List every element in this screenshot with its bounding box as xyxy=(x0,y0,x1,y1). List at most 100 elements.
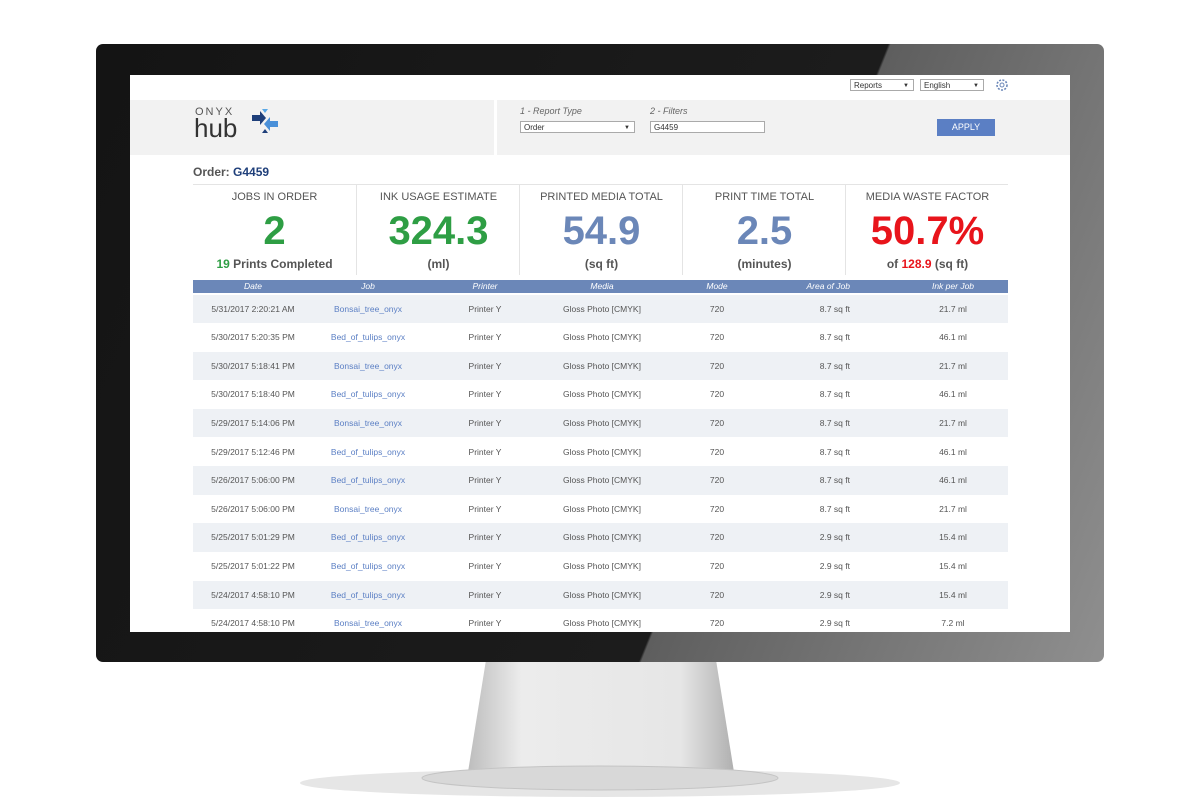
stat-label: INK USAGE ESTIMATE xyxy=(379,191,498,203)
stat-sub-part: (ml) xyxy=(427,257,450,271)
job-link[interactable]: Bed_of_tulips_onyx xyxy=(330,589,406,600)
table-cell: 46.1 ml xyxy=(939,475,967,486)
table-cell: 46.1 ml xyxy=(939,389,967,400)
filter-input[interactable]: G4459 xyxy=(650,121,765,133)
table-cell: 5/25/2017 5:01:29 PM xyxy=(211,532,295,543)
table-cell: Printer Y xyxy=(468,332,502,343)
stat-sub: 19 Prints Completed xyxy=(193,257,356,271)
table-cell: Gloss Photo [CMYK] xyxy=(563,417,641,428)
report-menu[interactable]: Reports ▼ xyxy=(850,79,914,91)
table-cell: Printer Y xyxy=(468,560,502,571)
table-cell: Gloss Photo [CMYK] xyxy=(563,503,641,514)
table-cell: Printer Y xyxy=(468,589,502,600)
apply-button[interactable]: APPLY xyxy=(937,119,995,136)
table-cell: 5/31/2017 2:20:21 AM xyxy=(211,303,295,314)
table-cell: 5/30/2017 5:20:35 PM xyxy=(211,332,295,343)
job-link[interactable]: Bonsai_tree_onyx xyxy=(333,618,403,629)
job-link[interactable]: Bonsai_tree_onyx xyxy=(333,417,403,428)
table-cell: 15.4 ml xyxy=(939,532,967,543)
table-cell: Gloss Photo [CMYK] xyxy=(563,618,641,629)
table-row-bg xyxy=(193,408,1008,438)
table-cell: 720 xyxy=(709,618,725,629)
logo-brand: ONYX xyxy=(195,106,235,118)
logo-panel xyxy=(130,100,494,155)
order-heading: Order: G4459 xyxy=(193,165,269,179)
job-link[interactable]: Bonsai_tree_onyx xyxy=(333,503,403,514)
table-cell: Gloss Photo [CMYK] xyxy=(563,332,641,343)
table-cell: Printer Y xyxy=(468,417,502,428)
table-row-bg xyxy=(193,580,1008,610)
report-type-select[interactable]: Order ▼ xyxy=(520,121,635,133)
job-link[interactable]: Bed_of_tulips_onyx xyxy=(330,446,406,457)
table-row-bg xyxy=(193,523,1008,552)
table-cell: 46.1 ml xyxy=(939,446,967,457)
order-id: G4459 xyxy=(233,165,270,179)
table-cell: 21.7 ml xyxy=(939,417,967,428)
table-cell: 720 xyxy=(709,560,725,571)
table-cell: Printer Y xyxy=(468,503,502,514)
table-cell: 2.9 sq ft xyxy=(819,589,850,600)
table-row-bg xyxy=(193,351,1008,381)
table-cell: 8.7 sq ft xyxy=(819,303,850,314)
table-cell: Printer Y xyxy=(468,475,502,486)
table-cell: 720 xyxy=(709,417,725,428)
table-cell: 5/26/2017 5:06:00 PM xyxy=(211,475,295,486)
table-cell: 7.2 ml xyxy=(941,618,965,629)
table-cell: 720 xyxy=(709,360,725,371)
job-link[interactable]: Bed_of_tulips_onyx xyxy=(330,332,406,343)
table-cell: 720 xyxy=(709,503,725,514)
job-link[interactable]: Bonsai_tree_onyx xyxy=(333,303,403,314)
column-header: Ink per Job xyxy=(931,281,975,291)
stat-card: JOBS IN ORDER 2 19 Prints Completed xyxy=(193,185,356,275)
apply-text: APPLY xyxy=(951,122,981,132)
table-cell: 15.4 ml xyxy=(939,589,967,600)
stat-label: PRINTED MEDIA TOTAL xyxy=(540,191,663,203)
column-header: Area of Job xyxy=(806,281,850,291)
table-cell: 720 xyxy=(709,446,725,457)
table-cell: 720 xyxy=(709,532,725,543)
settings-icon[interactable] xyxy=(995,78,1009,92)
stat-label: MEDIA WASTE FACTOR xyxy=(865,191,990,203)
stat-sub: (ml) xyxy=(357,257,520,271)
table-cell: 5/24/2017 4:58:10 PM xyxy=(211,618,295,629)
table-cell: 2.9 sq ft xyxy=(819,618,850,629)
table-cell: Gloss Photo [CMYK] xyxy=(563,475,641,486)
stat-value: 324.3 xyxy=(388,209,489,253)
table-cell: 21.7 ml xyxy=(939,303,967,314)
job-link[interactable]: Bed_of_tulips_onyx xyxy=(330,475,406,486)
table-row-bg xyxy=(193,294,1008,324)
table-cell: Printer Y xyxy=(468,360,502,371)
table-cell: 8.7 sq ft xyxy=(819,503,850,514)
table-cell: 46.1 ml xyxy=(939,332,967,343)
stat-sub-part: (sq ft) xyxy=(934,257,969,271)
stat-card: INK USAGE ESTIMATE 324.3 (ml) xyxy=(356,185,520,275)
table-cell: Gloss Photo [CMYK] xyxy=(563,589,641,600)
table-cell: 5/26/2017 5:06:00 PM xyxy=(211,503,295,514)
table-cell: 8.7 sq ft xyxy=(819,389,850,400)
column-header: Date xyxy=(244,281,262,291)
stat-label: PRINT TIME TOTAL xyxy=(714,191,815,203)
language-select[interactable]: English ▼ xyxy=(920,79,984,91)
job-link[interactable]: Bed_of_tulips_onyx xyxy=(330,560,406,571)
stat-value: 2 xyxy=(263,209,286,253)
stat-card: PRINTED MEDIA TOTAL 54.9 (sq ft) xyxy=(519,185,683,275)
table-cell: 8.7 sq ft xyxy=(819,417,850,428)
table-cell: Gloss Photo [CMYK] xyxy=(563,303,641,314)
table-cell: 21.7 ml xyxy=(939,503,967,514)
job-link[interactable]: Bed_of_tulips_onyx xyxy=(330,532,406,543)
table-row-bg xyxy=(193,466,1008,495)
stat-sub-part: (sq ft) xyxy=(584,257,619,271)
column-header: Printer xyxy=(472,281,498,291)
logo-mark xyxy=(252,109,278,133)
table-cell: Gloss Photo [CMYK] xyxy=(563,532,641,543)
job-link[interactable]: Bed_of_tulips_onyx xyxy=(330,389,406,400)
stat-sub-part: of xyxy=(886,257,899,271)
table-cell: Gloss Photo [CMYK] xyxy=(563,560,641,571)
filters-label: 2 - Filters xyxy=(650,106,688,116)
job-link[interactable]: Bonsai_tree_onyx xyxy=(333,360,403,371)
table-cell: 8.7 sq ft xyxy=(819,360,850,371)
language-text: English xyxy=(924,81,951,90)
table-cell: Printer Y xyxy=(468,446,502,457)
stat-sub: (minutes) xyxy=(683,257,846,271)
